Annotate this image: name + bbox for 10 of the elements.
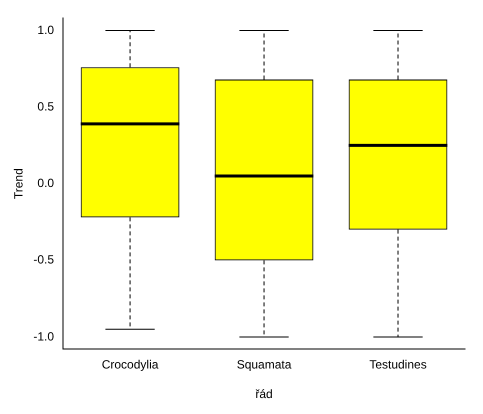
x-tick-label: Testudines [369, 358, 427, 372]
x-tick-label: Crocodylia [102, 358, 159, 372]
y-tick-label: 0.0 [37, 176, 54, 190]
x-axis-title: řád [255, 387, 273, 402]
x-tick-label: Squamata [236, 358, 292, 372]
y-tick-label: 0.5 [37, 99, 54, 114]
y-tick-label: -1.0 [33, 329, 54, 344]
y-tick-label: 1.0 [37, 22, 54, 37]
y-tick-label: -0.5 [33, 252, 54, 267]
y-axis-title: Trend [12, 168, 26, 200]
